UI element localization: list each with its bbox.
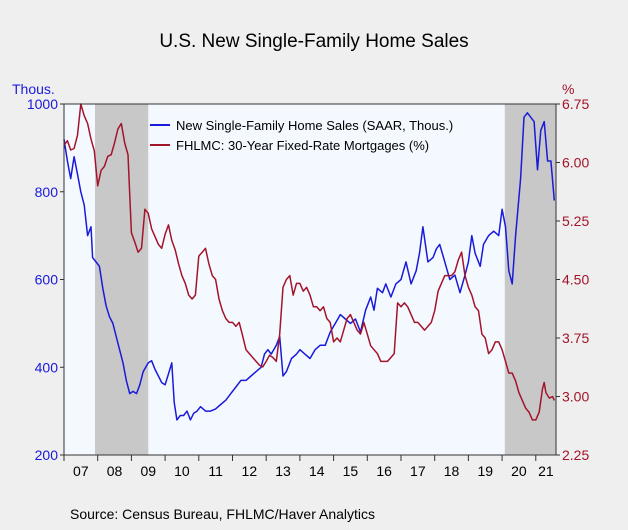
right-tick-label: 4.50 (562, 272, 589, 288)
right-tick-label: 2.25 (562, 447, 589, 463)
x-tick-label: 11 (208, 463, 223, 479)
left-axis-label: Thous. (12, 81, 55, 97)
left-tick-label: 800 (35, 184, 59, 200)
left-tick-label: 400 (35, 359, 59, 375)
axes: 1000 800 600 400 200 6.75 6.00 5.25 4.50 3.75 3.00… (27, 96, 590, 479)
x-tick-label: 14 (309, 463, 325, 479)
x-tick-label: 13 (275, 463, 291, 479)
source-note: Source: Census Bureau, FHLMC/Haver Analy… (70, 506, 375, 522)
right-tick-label: 6.00 (562, 155, 589, 171)
home-sales-line (63, 112, 556, 421)
x-tick-label: 12 (242, 463, 258, 479)
x-tick-label: 15 (343, 463, 359, 479)
x-tick-label: 17 (410, 463, 426, 479)
x-tick-label: 21 (538, 463, 554, 479)
legend-label: New Single-Family Home Sales (SAAR, Thou… (176, 118, 453, 133)
x-tick-label: 09 (140, 463, 156, 479)
x-tick-label: 20 (511, 463, 527, 479)
left-tick-label: 200 (35, 447, 59, 463)
legend-label: FHLMC: 30-Year Fixed-Rate Mortgages (%) (176, 138, 429, 153)
series-lines (63, 103, 556, 421)
right-axis-label: % (562, 81, 574, 97)
x-tick-label: 18 (444, 463, 460, 479)
x-tick-label: 08 (107, 463, 123, 479)
x-tick-label: 07 (73, 463, 89, 479)
right-tick-label: 6.75 (562, 96, 589, 112)
left-tick-label: 1000 (27, 96, 58, 112)
legend: New Single-Family Home Sales (SAAR, Thou… (150, 118, 453, 153)
right-tick-label: 3.00 (562, 389, 589, 405)
x-tick-label: 10 (174, 463, 190, 479)
left-tick-label: 600 (35, 272, 59, 288)
right-tick-label: 5.25 (562, 213, 589, 229)
recession-band (95, 104, 149, 455)
chart-title: U.S. New Single-Family Home Sales (159, 31, 468, 52)
mortgage-rate-line (63, 103, 555, 421)
right-tick-label: 3.75 (562, 330, 589, 346)
x-tick-label: 19 (477, 463, 493, 479)
x-tick-label: 16 (376, 463, 392, 479)
